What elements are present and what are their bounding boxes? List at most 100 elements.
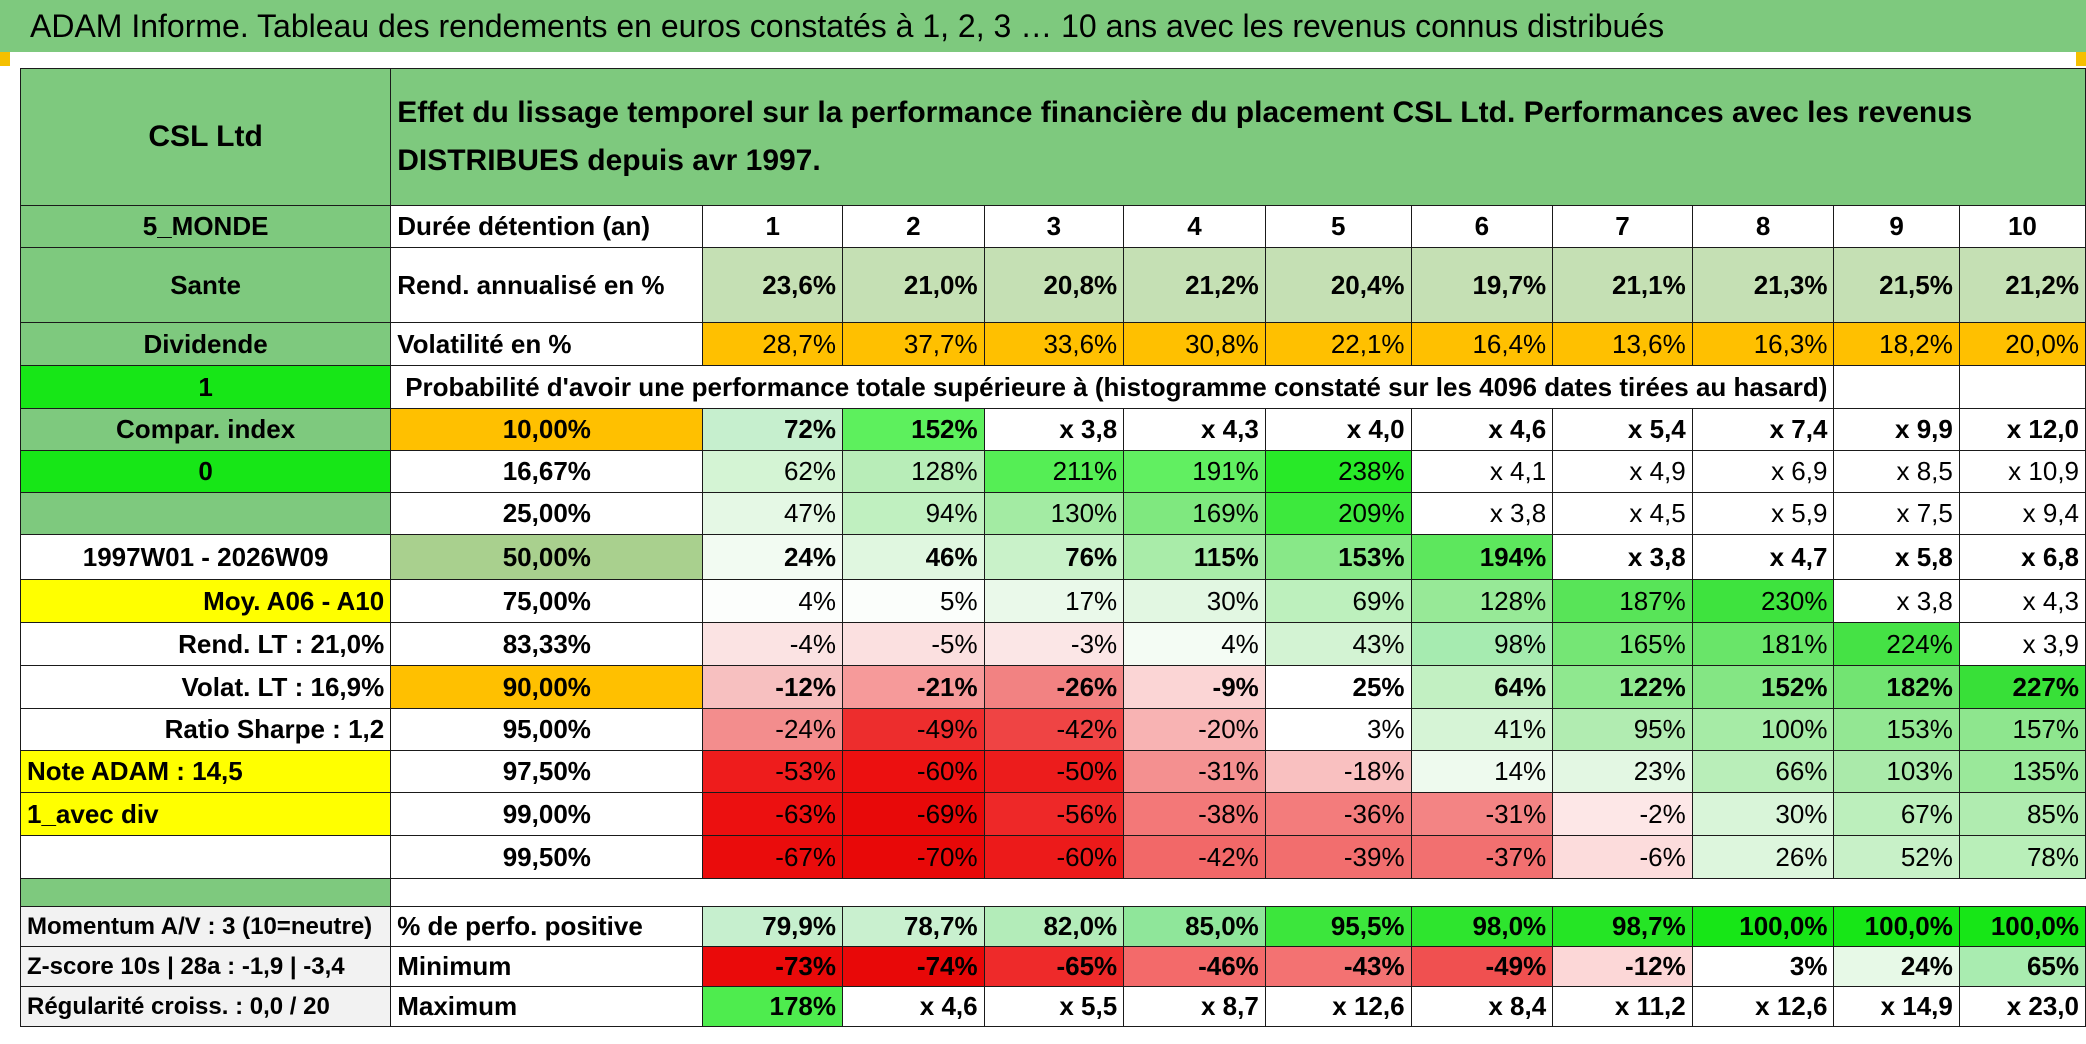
percentile-cell: 17% <box>983 579 1125 623</box>
percentile-cell: 72% <box>702 408 843 451</box>
percentile-cell: 165% <box>1552 622 1693 666</box>
percentile-cell: 85% <box>1958 792 2086 836</box>
percentile-cell: 94% <box>841 492 985 535</box>
returns-table: CSL Ltd Effet du lissage temporel sur la… <box>19 68 2086 1027</box>
percentile-cell: 4% <box>702 579 843 623</box>
fund-name: CSL Ltd <box>19 68 392 206</box>
summary-cell: x 23,0 <box>1958 986 2086 1027</box>
percentile-cell: x 4,7 <box>1691 534 1835 580</box>
summary-cell: 82,0% <box>983 906 1125 947</box>
percentile-label: 25,00% <box>390 492 704 535</box>
summary-cell: x 4,6 <box>841 986 985 1027</box>
percentile-cell: -42% <box>1123 835 1266 879</box>
percentile-cell: -5% <box>841 622 985 666</box>
probability-label: Probabilité d'avoir une performance tota… <box>390 365 1835 409</box>
percentile-cell: x 6,9 <box>1691 450 1835 493</box>
vol-cell: 28,7% <box>702 322 843 366</box>
rend-cell: 19,7% <box>1410 247 1554 323</box>
percentile-cell: -4% <box>702 622 843 666</box>
summary-cell: 65% <box>1958 946 2086 987</box>
summary-cell: x 5,5 <box>983 986 1125 1027</box>
percentile-cell: 157% <box>1958 708 2086 751</box>
percentile-cell: x 7,4 <box>1691 408 1835 451</box>
percentile-cell: -56% <box>983 792 1125 836</box>
percentile-cell: 5% <box>841 579 985 623</box>
rend-cell: 20,4% <box>1264 247 1412 323</box>
corner-marker <box>0 52 10 66</box>
percentile-cell: 67% <box>1833 792 1960 836</box>
percentile-cell: -26% <box>983 665 1125 709</box>
percentile-cell: 169% <box>1123 492 1266 535</box>
rend-lt-label: Rend. LT : 21,0% <box>19 622 392 666</box>
empty-side-cell <box>19 835 392 879</box>
vol-cell: 13,6% <box>1552 322 1693 366</box>
empty-cell <box>1958 365 2086 409</box>
percentile-cell: -60% <box>983 835 1125 879</box>
percentile-cell: -39% <box>1264 835 1412 879</box>
momentum-label: Momentum A/V : 3 (10=neutre) <box>19 906 392 947</box>
note-adam-label: Note ADAM : 14,5 <box>19 750 392 793</box>
percentile-cell: 182% <box>1833 665 1960 709</box>
percentile-label: 97,50% <box>390 750 704 793</box>
summary-cell: 98,0% <box>1410 906 1554 947</box>
percentile-cell: -2% <box>1552 792 1693 836</box>
percentile-cell: 46% <box>841 534 985 580</box>
summary-cell: 24% <box>1833 946 1960 987</box>
report-title: ADAM Informe. Tableau des rendements en … <box>0 0 2086 52</box>
flag-zero: 0 <box>19 450 392 493</box>
summary-label: % de perfo. positive <box>390 906 704 947</box>
rend-cell: 21,5% <box>1833 247 1960 323</box>
percentile-cell: x 4,5 <box>1552 492 1693 535</box>
summary-cell: 79,9% <box>702 906 843 947</box>
percentile-cell: -70% <box>841 835 985 879</box>
type-label: Dividende <box>19 322 392 366</box>
percentile-label: 99,00% <box>390 792 704 836</box>
percentile-cell: 14% <box>1410 750 1554 793</box>
vol-cell: 16,3% <box>1691 322 1835 366</box>
percentile-cell: x 5,9 <box>1691 492 1835 535</box>
year-header: 8 <box>1691 205 1835 248</box>
percentile-cell: -12% <box>702 665 843 709</box>
percentile-cell: x 4,3 <box>1958 579 2086 623</box>
compar-index-label: Compar. index <box>19 408 392 451</box>
percentile-cell: 187% <box>1552 579 1693 623</box>
summary-cell: 100,0% <box>1958 906 2086 947</box>
percentile-cell: -9% <box>1123 665 1266 709</box>
percentile-cell: 26% <box>1691 835 1835 879</box>
percentile-cell: 24% <box>702 534 843 580</box>
vol-cell: 33,6% <box>983 322 1125 366</box>
percentile-cell: 98% <box>1410 622 1554 666</box>
rend-cell: 20,8% <box>983 247 1125 323</box>
percentile-cell: -18% <box>1264 750 1412 793</box>
percentile-label: 16,67% <box>390 450 704 493</box>
percentile-cell: 181% <box>1691 622 1835 666</box>
year-header: 4 <box>1123 205 1266 248</box>
percentile-cell: 152% <box>1691 665 1835 709</box>
percentile-cell: 103% <box>1833 750 1960 793</box>
summary-cell: 78,7% <box>841 906 985 947</box>
percentile-cell: -21% <box>841 665 985 709</box>
zscore-label: Z-score 10s | 28a : -1,9 | -3,4 <box>19 946 392 987</box>
percentile-cell: x 4,3 <box>1123 408 1266 451</box>
percentile-cell: x 4,1 <box>1410 450 1554 493</box>
year-header: 3 <box>983 205 1125 248</box>
sector-label: Sante <box>19 247 392 323</box>
summary-cell: x 12,6 <box>1691 986 1835 1027</box>
percentile-cell: 62% <box>702 450 843 493</box>
rend-cell: 21,3% <box>1691 247 1835 323</box>
percentile-cell: 52% <box>1833 835 1960 879</box>
percentile-cell: -49% <box>841 708 985 751</box>
percentile-cell: -42% <box>983 708 1125 751</box>
percentile-cell: 130% <box>983 492 1125 535</box>
percentile-cell: 152% <box>841 408 985 451</box>
percentile-cell: -24% <box>702 708 843 751</box>
percentile-cell: 41% <box>1410 708 1554 751</box>
percentile-cell: x 6,8 <box>1958 534 2086 580</box>
summary-cell: -73% <box>702 946 843 987</box>
year-header: 5 <box>1264 205 1412 248</box>
summary-cell: x 8,7 <box>1123 986 1266 1027</box>
percentile-cell: 135% <box>1958 750 2086 793</box>
percentile-cell: 153% <box>1833 708 1960 751</box>
summary-cell: 95,5% <box>1264 906 1412 947</box>
percentile-label: 95,00% <box>390 708 704 751</box>
